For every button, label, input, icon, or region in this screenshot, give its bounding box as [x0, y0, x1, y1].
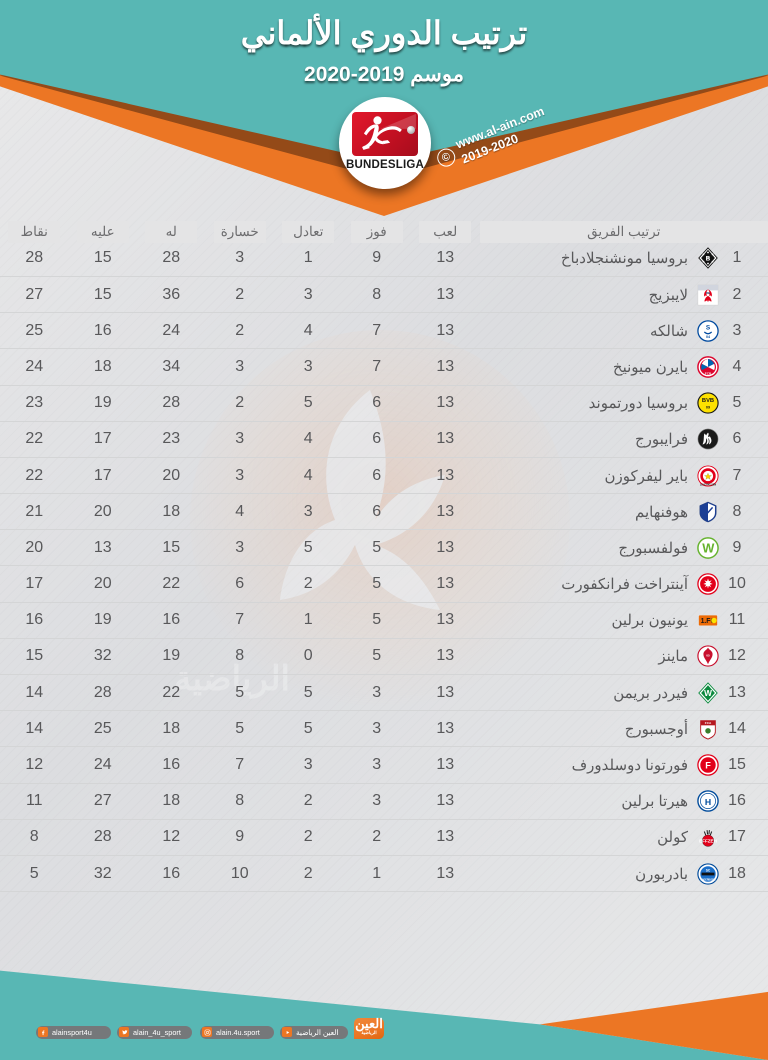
svg-text:BVB: BVB	[702, 398, 714, 404]
svg-text:H: H	[705, 797, 711, 807]
svg-text:PADERBORN: PADERBORN	[700, 878, 715, 881]
svg-text:09: 09	[706, 406, 710, 410]
svg-text:FCB: FCB	[705, 372, 712, 376]
svg-text:LEVERKUSEN: LEVERKUSEN	[700, 483, 717, 486]
svg-text:F: F	[705, 761, 711, 771]
svg-text:EFFZEH: EFFZEH	[699, 839, 717, 844]
svg-text:B: B	[706, 256, 711, 263]
svg-text:W: W	[702, 540, 715, 555]
svg-text:SC: SC	[706, 868, 711, 872]
svg-text:W: W	[704, 688, 712, 697]
svg-text:S: S	[706, 324, 711, 331]
svg-text:05: 05	[706, 654, 710, 658]
svg-text:FCA: FCA	[705, 721, 712, 725]
